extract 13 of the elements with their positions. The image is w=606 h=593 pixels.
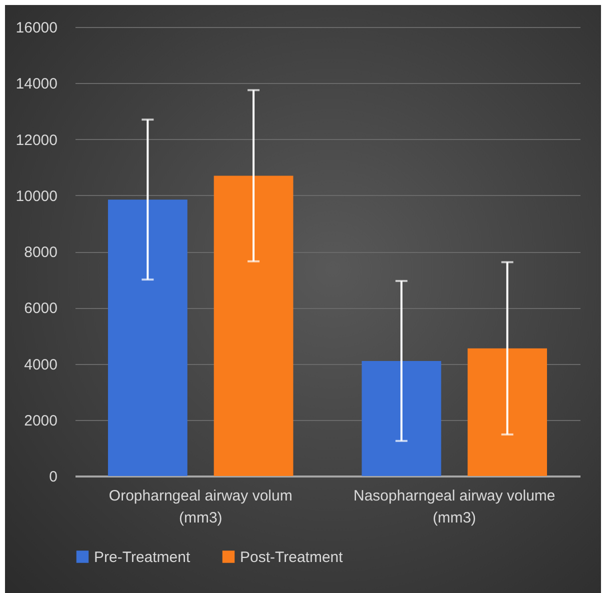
y-tick-label: 14000 [16, 76, 58, 93]
legend-label: Pre-Treatment [94, 548, 191, 566]
y-tick-label: 10000 [16, 188, 58, 205]
x-tick-label: Nasopharngeal airway volume (mm3) [353, 488, 556, 526]
legend-label: Post-Treatment [240, 548, 344, 566]
y-tick-label: 2000 [24, 412, 58, 430]
y-tick-label: 4000 [24, 356, 58, 374]
x-tick-label: Oropharngeal airway volum (mm3) [108, 488, 292, 526]
y-tick-label: 6000 [24, 300, 58, 318]
y-tick-label: 16000 [16, 20, 58, 36]
y-tick-label: 0 [49, 468, 58, 486]
y-tick-label: 8000 [24, 244, 58, 261]
y-tick-label: 12000 [16, 132, 58, 149]
